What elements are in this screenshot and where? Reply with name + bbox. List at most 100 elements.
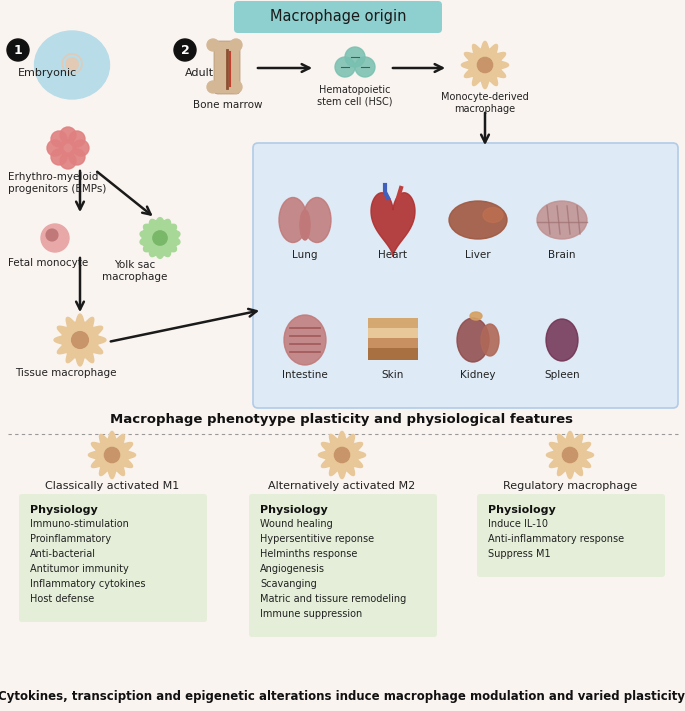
Text: Adult: Adult	[185, 68, 214, 78]
Text: Hypersentitive reponse: Hypersentitive reponse	[260, 534, 374, 544]
Text: Immuno-stimulation: Immuno-stimulation	[30, 519, 129, 529]
Ellipse shape	[470, 312, 482, 320]
Text: Lung: Lung	[292, 250, 318, 260]
Circle shape	[104, 447, 120, 463]
Circle shape	[207, 39, 219, 51]
Text: Liver: Liver	[465, 250, 491, 260]
Text: 2: 2	[181, 43, 189, 56]
Circle shape	[335, 57, 355, 77]
Text: Fetal monocyte: Fetal monocyte	[8, 258, 88, 268]
Polygon shape	[140, 218, 180, 258]
Text: Macrophage origin: Macrophage origin	[270, 9, 406, 24]
Polygon shape	[462, 41, 508, 89]
Ellipse shape	[537, 201, 587, 239]
Text: Cytokines, transciption and epigenetic alterations induce macrophage modulation : Cytokines, transciption and epigenetic a…	[0, 690, 685, 703]
Text: Embryonic: Embryonic	[18, 68, 77, 78]
Text: Classically activated M1: Classically activated M1	[45, 481, 179, 491]
Circle shape	[46, 229, 58, 241]
Circle shape	[345, 47, 365, 67]
Circle shape	[355, 57, 375, 77]
Text: Spleen: Spleen	[544, 370, 580, 380]
Polygon shape	[547, 432, 594, 479]
Text: Immune suppression: Immune suppression	[260, 609, 362, 619]
FancyBboxPatch shape	[249, 494, 437, 637]
Circle shape	[60, 127, 76, 143]
Text: Proinflammatory: Proinflammatory	[30, 534, 111, 544]
Circle shape	[562, 447, 577, 463]
FancyBboxPatch shape	[477, 494, 665, 577]
Text: Anti-bacterial: Anti-bacterial	[30, 549, 96, 559]
Text: Regulatory macrophage: Regulatory macrophage	[503, 481, 637, 491]
Text: Angiogenesis: Angiogenesis	[260, 564, 325, 574]
Circle shape	[153, 231, 167, 245]
Circle shape	[60, 140, 76, 156]
Text: Inflammatory cytokines: Inflammatory cytokines	[30, 579, 145, 589]
Circle shape	[73, 140, 89, 156]
Text: Matric and tissure remodeling: Matric and tissure remodeling	[260, 594, 406, 604]
Circle shape	[51, 131, 67, 147]
Ellipse shape	[300, 210, 310, 240]
Circle shape	[230, 81, 242, 93]
Ellipse shape	[483, 208, 503, 223]
Ellipse shape	[546, 319, 578, 361]
Circle shape	[230, 39, 242, 51]
Polygon shape	[88, 432, 136, 479]
FancyBboxPatch shape	[214, 41, 240, 94]
Text: Physiology: Physiology	[488, 505, 556, 515]
Circle shape	[7, 39, 29, 61]
Text: ◉: ◉	[60, 48, 84, 76]
Text: Tissue macrophage: Tissue macrophage	[15, 368, 116, 378]
Text: Host defense: Host defense	[30, 594, 95, 604]
Circle shape	[334, 447, 349, 463]
Text: Suppress M1: Suppress M1	[488, 549, 551, 559]
Text: Hematopoietic
stem cell (HSC): Hematopoietic stem cell (HSC)	[317, 85, 393, 107]
Text: Helminths response: Helminths response	[260, 549, 358, 559]
Ellipse shape	[34, 31, 110, 99]
Circle shape	[41, 224, 69, 252]
Text: Induce IL-10: Induce IL-10	[488, 519, 548, 529]
Text: Macrophage phenotyype plasticity and physiological features: Macrophage phenotyype plasticity and phy…	[110, 414, 573, 427]
Circle shape	[69, 131, 85, 147]
Ellipse shape	[449, 201, 507, 239]
Text: Monocyte-derived
macrophage: Monocyte-derived macrophage	[441, 92, 529, 114]
Ellipse shape	[303, 198, 331, 242]
Text: Kidney: Kidney	[460, 370, 496, 380]
Circle shape	[69, 149, 85, 165]
FancyBboxPatch shape	[234, 1, 442, 33]
Circle shape	[72, 331, 88, 348]
Circle shape	[47, 140, 63, 156]
Circle shape	[207, 81, 219, 93]
Ellipse shape	[284, 315, 326, 365]
Text: Bone marrow: Bone marrow	[193, 100, 263, 110]
Text: Scavanging: Scavanging	[260, 579, 316, 589]
Text: Anti-inflammatory response: Anti-inflammatory response	[488, 534, 624, 544]
Circle shape	[477, 58, 493, 73]
Text: 1: 1	[14, 43, 23, 56]
Text: Physiology: Physiology	[30, 505, 98, 515]
Text: Skin: Skin	[382, 370, 404, 380]
Bar	[368, 318, 418, 330]
Text: Erhythro-myeloid
progenitors (EMPs): Erhythro-myeloid progenitors (EMPs)	[8, 172, 106, 193]
Text: Intestine: Intestine	[282, 370, 328, 380]
Bar	[368, 348, 418, 360]
Text: Alternatively activated M2: Alternatively activated M2	[269, 481, 416, 491]
Polygon shape	[319, 432, 366, 479]
Text: Heart: Heart	[379, 250, 408, 260]
Circle shape	[60, 153, 76, 169]
Polygon shape	[54, 314, 106, 366]
Text: Wound healing: Wound healing	[260, 519, 333, 529]
Ellipse shape	[279, 198, 307, 242]
Text: Yolk sac
macrophage: Yolk sac macrophage	[102, 260, 168, 282]
Bar	[368, 338, 418, 350]
Polygon shape	[371, 193, 415, 256]
Circle shape	[174, 39, 196, 61]
Text: Brain: Brain	[548, 250, 576, 260]
Ellipse shape	[457, 318, 489, 362]
FancyBboxPatch shape	[253, 143, 678, 408]
Bar	[368, 328, 418, 340]
Circle shape	[51, 149, 67, 165]
Ellipse shape	[481, 324, 499, 356]
Text: Antitumor immunity: Antitumor immunity	[30, 564, 129, 574]
FancyBboxPatch shape	[19, 494, 207, 622]
Text: Physiology: Physiology	[260, 505, 327, 515]
